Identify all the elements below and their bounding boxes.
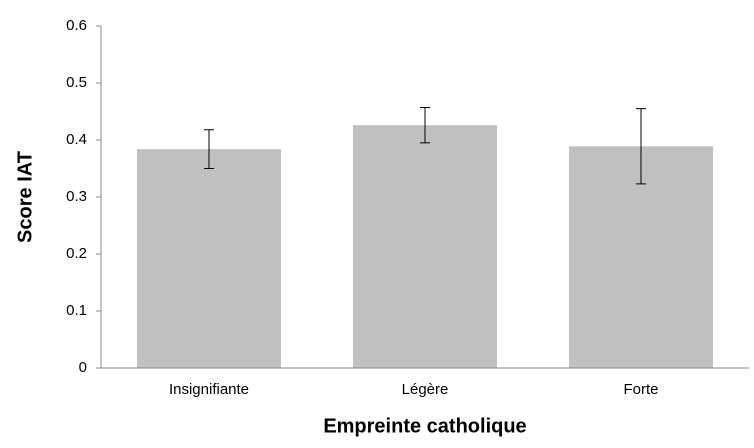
bar [353,125,497,369]
y-axis-title: Score IAT [14,151,36,243]
x-tick-label: Légère [402,381,449,398]
error-bar [636,108,646,185]
y-tick-label: 0.6 [66,17,87,34]
bar [137,149,281,368]
y-tick-label: 0 [79,359,87,376]
x-axis-title: Empreinte catholique [323,415,526,437]
error-bar [204,129,214,169]
y-tick-label: 0.4 [66,131,87,148]
y-tick-label: 0.5 [66,74,87,91]
x-tick-label: Insignifiante [169,381,249,398]
error-bar [420,107,430,144]
y-tick-label: 0.3 [66,188,87,205]
y-tick-label: 0.2 [66,245,87,262]
y-tick-label: 0.1 [66,302,87,319]
x-tick-label: Forte [623,381,658,398]
